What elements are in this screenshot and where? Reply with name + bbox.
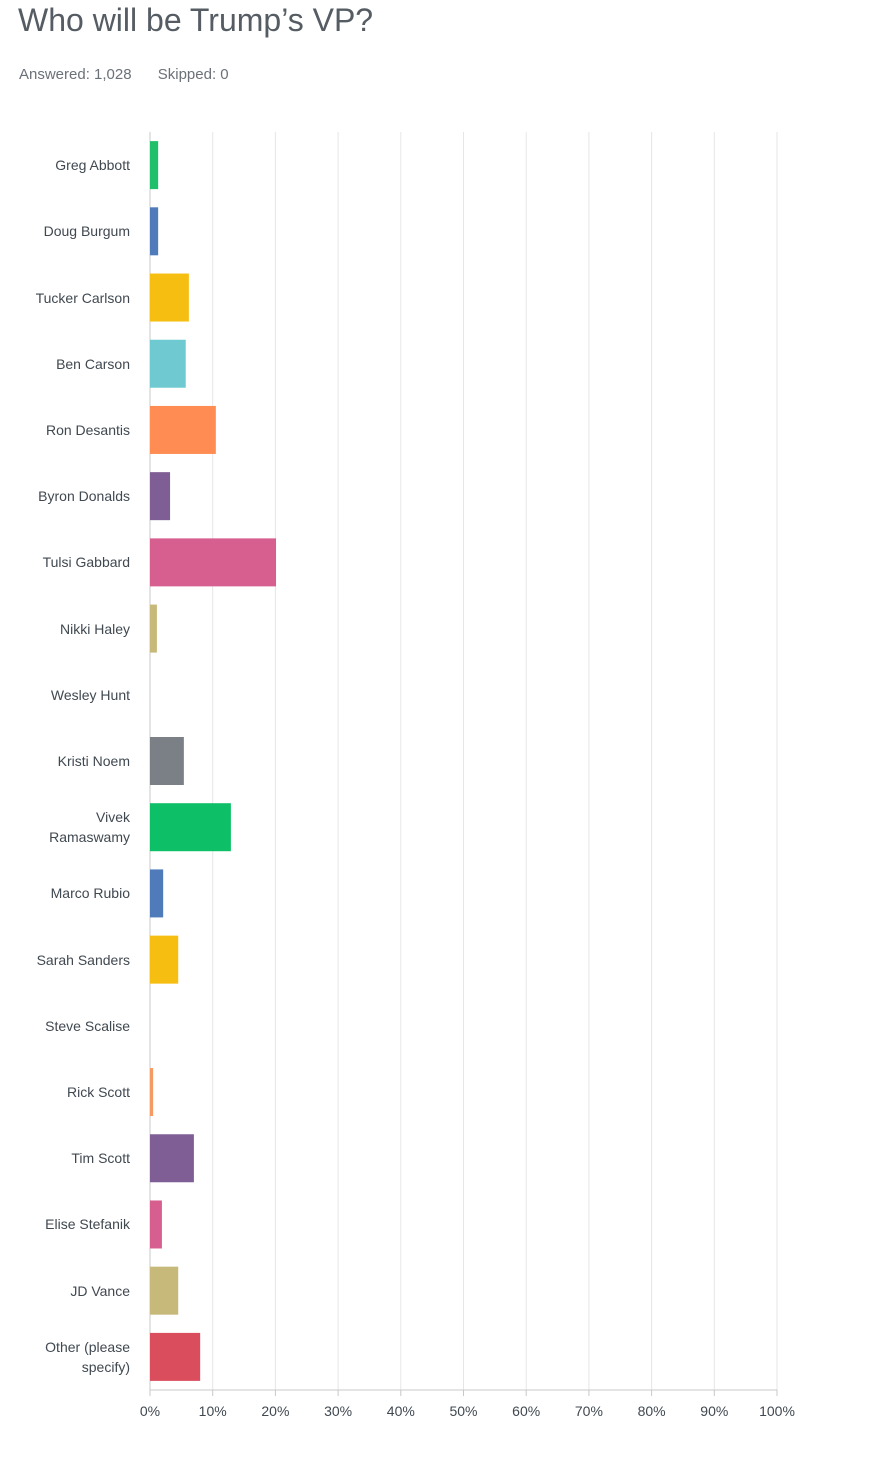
bar	[150, 538, 277, 587]
bar	[150, 737, 184, 785]
bar	[150, 1266, 179, 1315]
y-tick-label: Sarah Sanders	[36, 951, 130, 968]
x-tick-label: 40%	[387, 1403, 415, 1419]
bar	[150, 273, 189, 322]
bar	[150, 339, 186, 388]
x-tick-label: 10%	[199, 1403, 227, 1419]
bar	[150, 935, 179, 984]
y-tick-label: Byron Donalds	[38, 488, 130, 505]
bar	[150, 1068, 154, 1117]
bar	[150, 1200, 162, 1249]
y-tick-label: Wesley Hunt	[50, 686, 130, 703]
x-tick-label: 60%	[512, 1403, 540, 1419]
y-tick-label: Doug Burgum	[43, 223, 130, 240]
y-tick-label: Ron Desantis	[45, 421, 130, 438]
y-tick-label: Tulsi Gabbard	[42, 554, 130, 571]
y-tick-label: Marco Rubio	[50, 885, 130, 902]
y-tick-label: Kristi Noem	[57, 753, 130, 769]
x-tick-label: 50%	[449, 1403, 477, 1419]
y-tick-label: Tucker Carlson	[35, 289, 130, 306]
x-tick-label: 30%	[324, 1403, 352, 1419]
bar	[150, 869, 164, 918]
bar	[150, 1332, 201, 1381]
x-tick-label: 0%	[140, 1403, 160, 1419]
y-tick-label: Vivek Ramaswamy	[49, 809, 130, 846]
y-tick-label: Greg Abbott	[55, 157, 130, 174]
y-tick-label: Other (please specify)	[45, 1338, 130, 1375]
y-tick-label: Tim Scott	[71, 1150, 130, 1167]
y-tick-label: JD Vance	[70, 1282, 130, 1299]
bar	[150, 604, 157, 653]
x-tick-label: 100%	[759, 1403, 795, 1419]
x-tick-label: 20%	[261, 1403, 289, 1419]
stats: Answered: 1,028 Skipped: 0	[19, 66, 251, 83]
y-tick-label: Nikki Haley	[59, 620, 130, 637]
bar	[150, 141, 159, 190]
y-tick-label: Ben Carson	[56, 355, 130, 372]
x-tick-label: 80%	[638, 1403, 666, 1419]
chart-title: Who will be Trump’s VP?	[18, 2, 374, 38]
x-tick-label: 70%	[575, 1403, 603, 1419]
bar	[150, 207, 159, 256]
y-tick-label: Rick Scott	[66, 1084, 130, 1101]
x-tick-label: 90%	[700, 1403, 728, 1419]
skipped: Skipped: 0	[157, 66, 229, 83]
bar	[150, 1134, 194, 1183]
y-tick-label: Steve Scalise	[45, 1017, 130, 1034]
bar	[150, 803, 231, 852]
bar	[150, 405, 216, 454]
answered: Answered: 1,028	[19, 66, 132, 83]
y-tick-label: Elise Stefanik	[45, 1216, 130, 1233]
bar	[150, 472, 171, 521]
